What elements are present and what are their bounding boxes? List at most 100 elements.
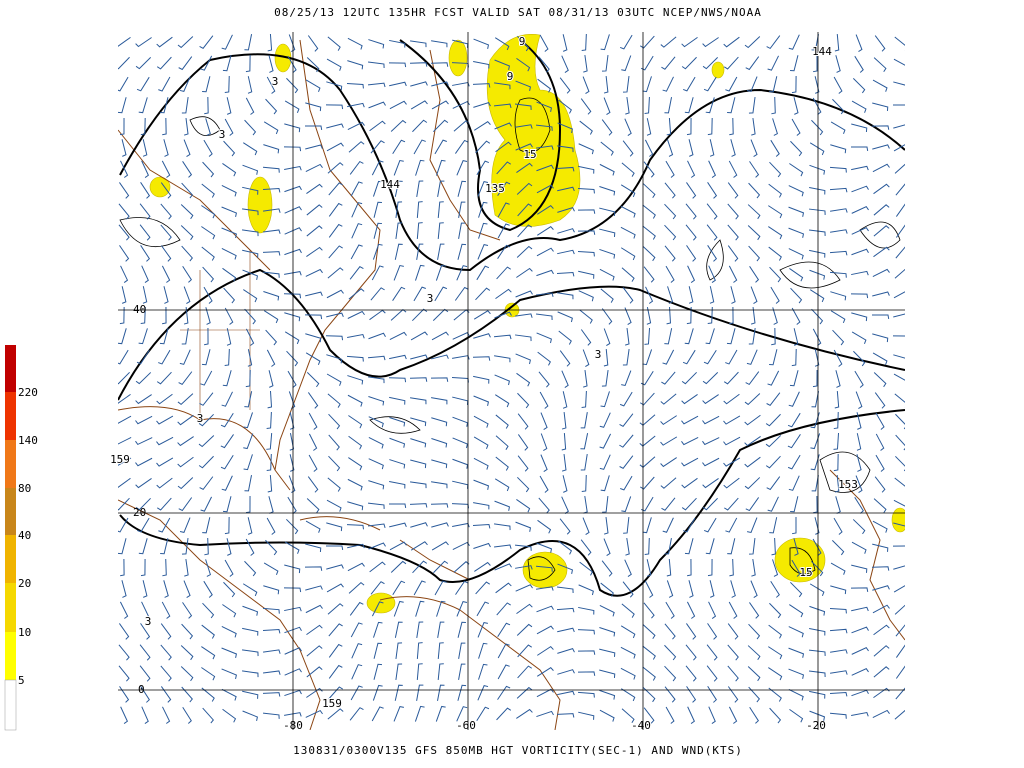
wind-barb bbox=[284, 541, 300, 554]
wind-barb bbox=[623, 516, 630, 534]
wind-barb bbox=[284, 100, 300, 114]
wind-barb bbox=[750, 306, 756, 325]
wind-barb bbox=[787, 412, 801, 428]
wind-barb bbox=[451, 376, 469, 383]
wind-barb bbox=[660, 457, 677, 468]
wind-barb bbox=[413, 580, 426, 596]
wind-barb bbox=[811, 391, 819, 408]
wind-barb bbox=[368, 61, 385, 69]
wind-barb bbox=[685, 224, 697, 241]
wind-barb bbox=[182, 161, 193, 178]
wind-barb bbox=[705, 97, 715, 114]
wind-barb bbox=[473, 38, 490, 49]
wind-barb bbox=[665, 160, 675, 178]
wind-barb bbox=[516, 603, 533, 615]
wind-barb bbox=[851, 248, 869, 256]
wind-barb bbox=[872, 585, 890, 591]
wind-barb bbox=[263, 208, 281, 213]
wind-barb bbox=[369, 561, 386, 573]
wind-barb bbox=[242, 229, 259, 237]
wind-barb bbox=[642, 76, 652, 93]
wind-barb bbox=[873, 225, 890, 237]
wind-barb bbox=[686, 306, 692, 325]
lon-label: -80 bbox=[283, 719, 303, 732]
wind-barb bbox=[181, 245, 193, 262]
wind-barb bbox=[851, 668, 869, 676]
wind-barb bbox=[790, 55, 799, 72]
wind-barb bbox=[603, 328, 611, 346]
wind-barb bbox=[644, 96, 650, 114]
wind-barb bbox=[789, 268, 804, 282]
wind-barb bbox=[809, 710, 826, 721]
wind-barb bbox=[118, 56, 130, 70]
wind-barb bbox=[222, 163, 237, 177]
wind-barb bbox=[664, 328, 673, 345]
wind-barb bbox=[536, 332, 552, 344]
wind-barb bbox=[308, 433, 318, 451]
wind-barb bbox=[599, 207, 616, 216]
wind-barb bbox=[183, 306, 189, 325]
contour-label: 9 bbox=[519, 35, 526, 48]
wind-barb bbox=[305, 585, 323, 591]
wind-barb bbox=[788, 248, 804, 260]
wind-barb bbox=[832, 98, 845, 115]
wind-barb bbox=[200, 370, 213, 386]
wind-barb bbox=[242, 670, 259, 678]
wind-barb bbox=[581, 390, 587, 408]
wind-barb bbox=[156, 497, 172, 511]
wind-barb bbox=[791, 118, 801, 136]
wind-barb bbox=[561, 370, 569, 388]
wind-barb bbox=[494, 374, 510, 386]
wind-barb bbox=[494, 59, 511, 70]
wind-barb bbox=[393, 264, 404, 281]
wind-barb bbox=[305, 268, 323, 277]
wind-barb bbox=[578, 711, 595, 720]
wind-barb bbox=[702, 437, 720, 446]
wind-barb bbox=[872, 79, 888, 92]
wind-barb bbox=[894, 604, 905, 615]
wind-barb bbox=[221, 34, 233, 50]
wind-barb bbox=[263, 121, 279, 135]
wind-barb bbox=[389, 100, 407, 110]
wind-barb bbox=[497, 685, 511, 700]
wind-barb bbox=[835, 55, 841, 73]
vorticity-area bbox=[891, 507, 905, 533]
wind-barb bbox=[454, 286, 469, 301]
wind-barb bbox=[515, 313, 533, 318]
wind-barb bbox=[368, 376, 385, 384]
wind-barb bbox=[163, 139, 169, 157]
wind-barb bbox=[515, 80, 532, 91]
wind-barb bbox=[452, 82, 470, 87]
wind-barb bbox=[304, 314, 323, 320]
wind-barb bbox=[478, 201, 488, 218]
wind-barb bbox=[729, 117, 734, 136]
wind-barb bbox=[603, 97, 611, 115]
wind-barb bbox=[744, 36, 761, 49]
wind-barb bbox=[643, 602, 655, 619]
wind-barb bbox=[834, 33, 840, 52]
lat-label: 20 bbox=[133, 506, 146, 519]
wind-barb bbox=[788, 689, 804, 701]
wind-barb bbox=[578, 606, 595, 615]
wind-barb bbox=[577, 188, 595, 194]
wind-barb bbox=[416, 180, 424, 197]
caption: 130831/0300V135 GFS 850MB HGT VORTICITY(… bbox=[293, 744, 743, 757]
wind-barb bbox=[367, 355, 386, 361]
wind-barb bbox=[267, 390, 273, 409]
wind-barb bbox=[684, 538, 694, 555]
wind-barb bbox=[600, 34, 610, 51]
wind-barb bbox=[851, 331, 867, 344]
wind-barb bbox=[178, 497, 193, 512]
wind-barb bbox=[156, 56, 172, 70]
wind-barb bbox=[205, 118, 211, 136]
wind-barb bbox=[579, 120, 593, 135]
wind-barb bbox=[118, 349, 129, 365]
wind-barb bbox=[198, 435, 215, 448]
wind-barb bbox=[829, 250, 848, 256]
wind-barb bbox=[619, 434, 634, 448]
wind-barb bbox=[141, 601, 150, 619]
wind-barb bbox=[642, 183, 656, 199]
wind-barb bbox=[873, 372, 887, 388]
wind-barb bbox=[893, 565, 905, 570]
wind-barb bbox=[373, 621, 383, 638]
